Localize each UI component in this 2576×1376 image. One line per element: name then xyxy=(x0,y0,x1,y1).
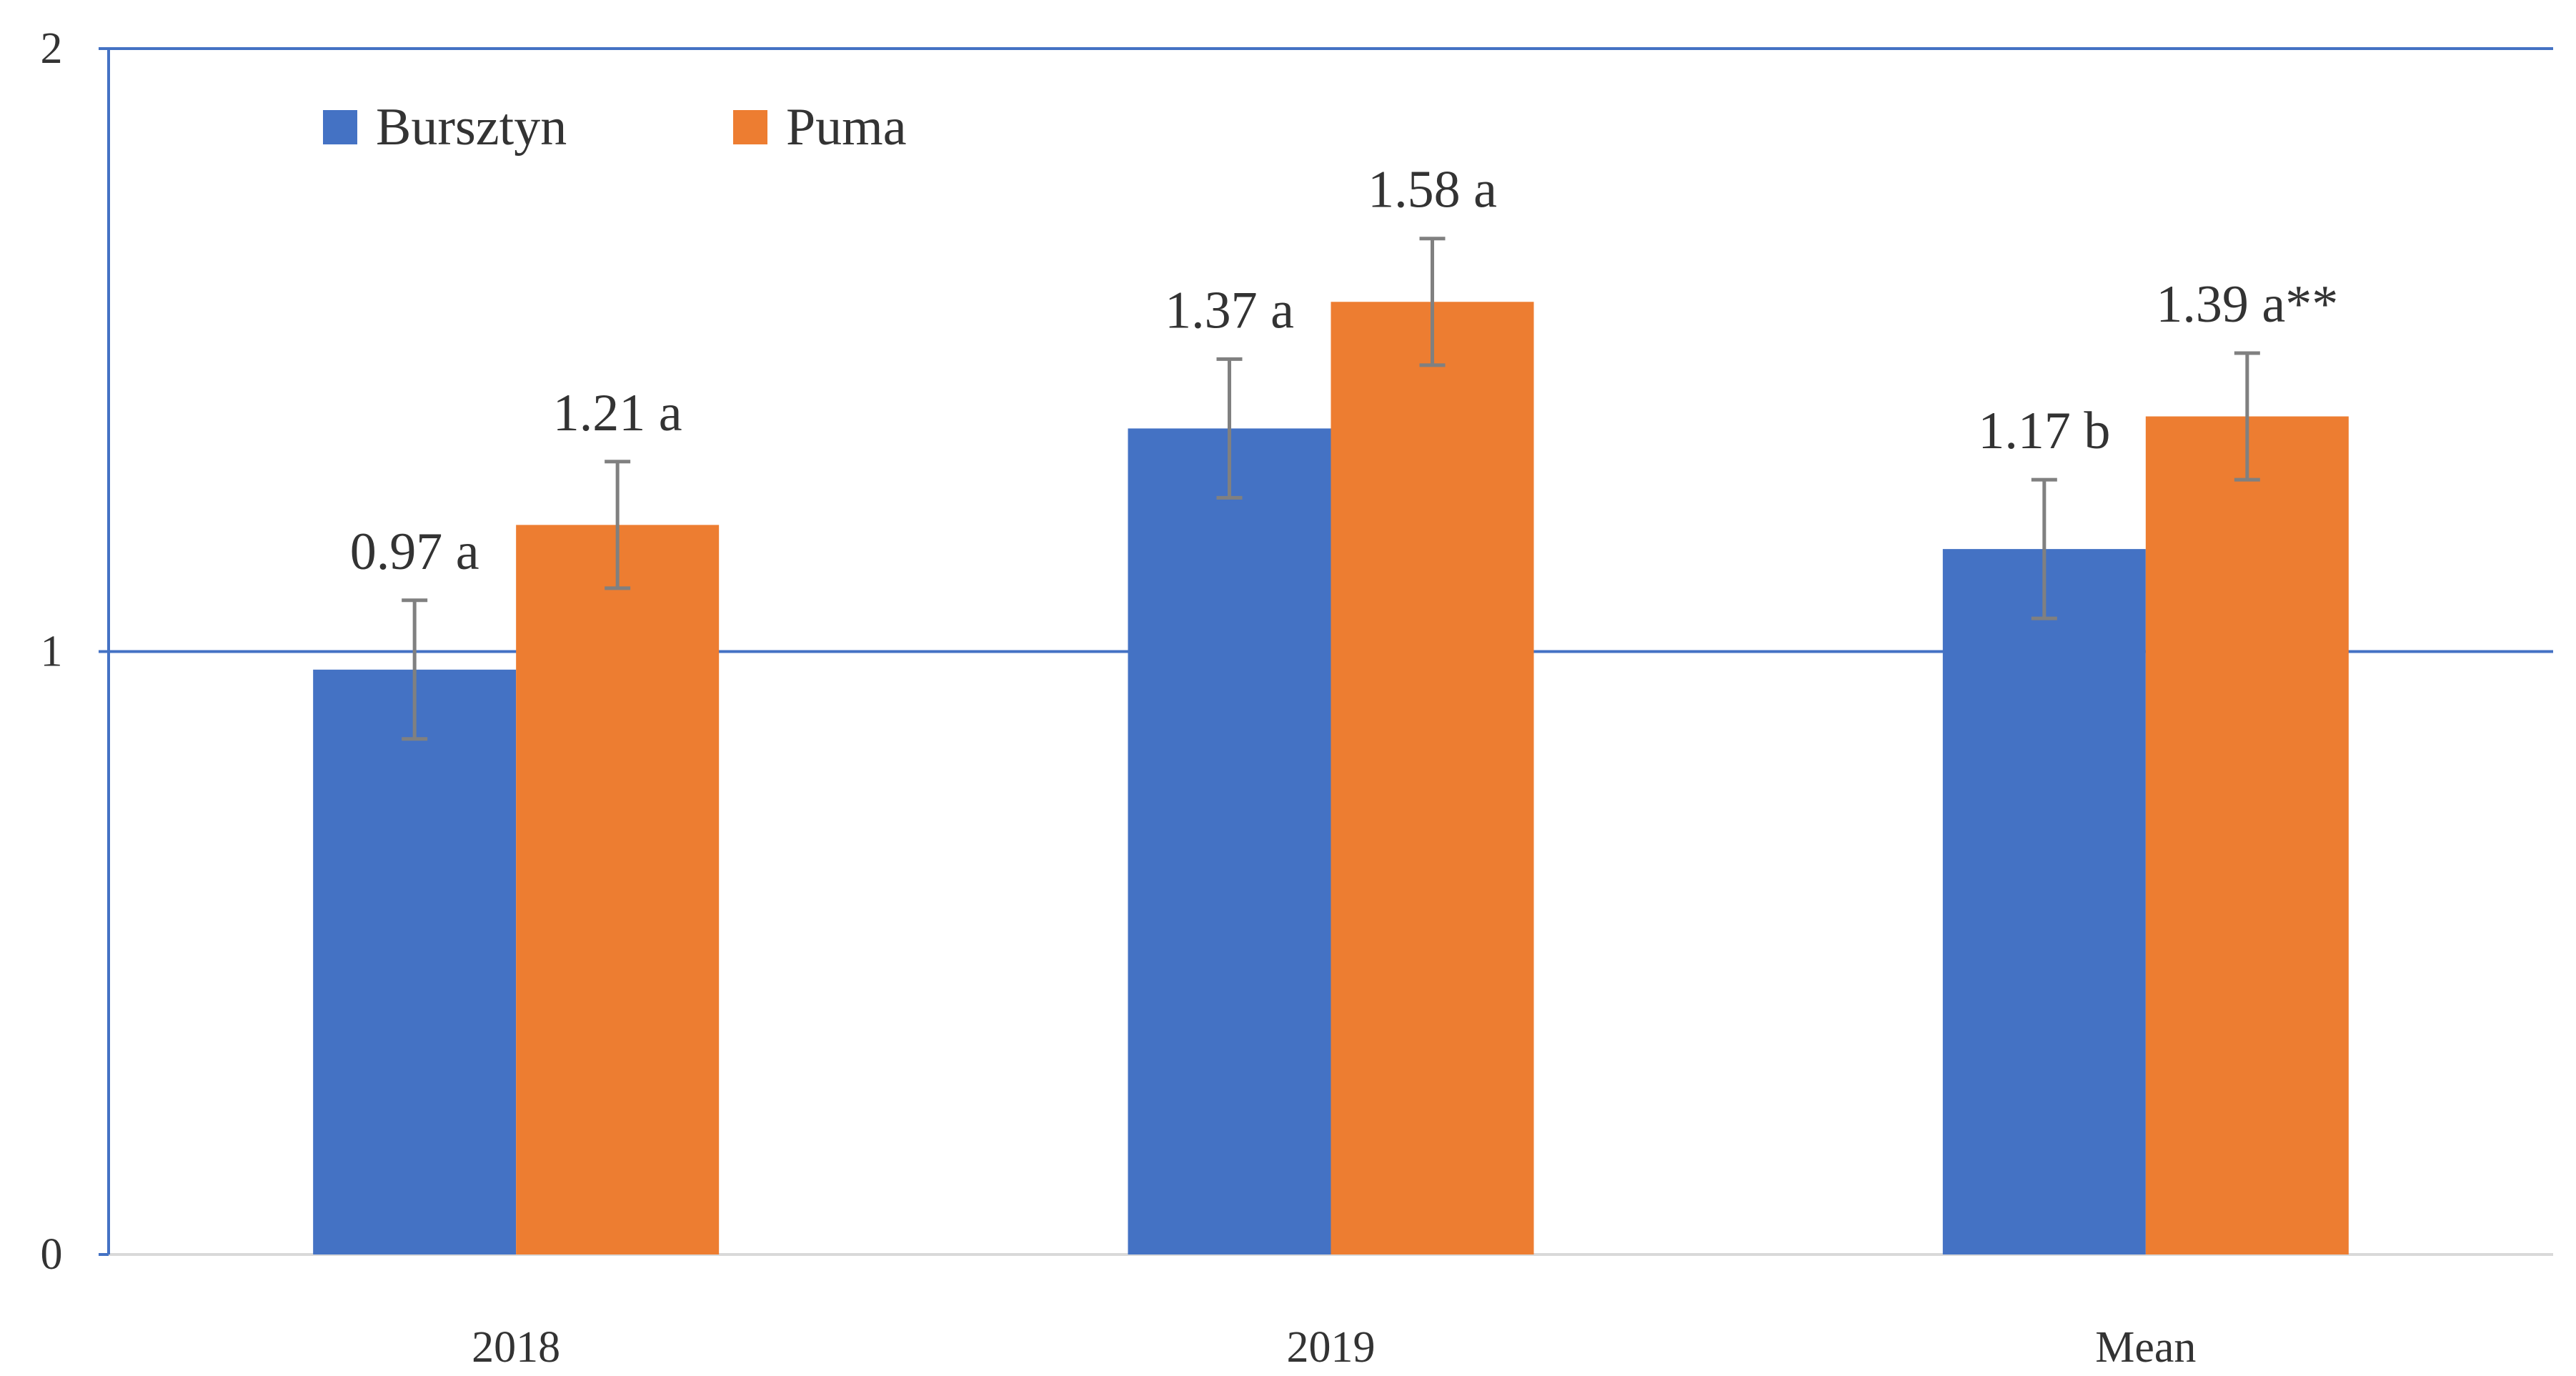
error-bar-puma-2018 xyxy=(605,460,631,590)
data-label-bursztyn-2018: 0.97 a xyxy=(350,523,479,581)
bar-bursztyn-mean xyxy=(1942,549,2146,1254)
error-bar-bursztyn-mean xyxy=(2031,477,2057,620)
x-tick-label-0: 2018 xyxy=(472,1323,560,1372)
error-bar-bursztyn-2019 xyxy=(1216,357,1243,500)
data-label-bursztyn-2019: 1.37 a xyxy=(1165,281,1294,340)
y-tick-label-1: 1 xyxy=(41,628,63,676)
legend-swatch-puma xyxy=(733,110,767,144)
y-tick-label-0: 0 xyxy=(41,1230,63,1279)
legend-swatch-bursztyn xyxy=(323,110,357,144)
bar-puma-2019 xyxy=(1331,302,1534,1254)
bar-puma-mean xyxy=(2145,416,2349,1255)
error-bar-puma-mean xyxy=(2234,351,2260,482)
error-bars xyxy=(402,237,2260,741)
data-label-puma-2018: 1.21 a xyxy=(553,384,682,442)
legend-label-bursztyn: Bursztyn xyxy=(376,98,567,157)
error-bar-bursztyn-2018 xyxy=(402,598,428,741)
data-labels: 0.97 a 1.21 a 1.37 a 1.58 a 1.17 b 1.39 a** xyxy=(350,161,2339,581)
y-tick-label-2: 2 xyxy=(41,24,63,73)
legend-item-puma: Puma xyxy=(733,98,907,157)
x-tick-label-2: Mean xyxy=(2095,1323,2196,1372)
bars xyxy=(313,302,2349,1255)
data-label-bursztyn-mean: 1.17 b xyxy=(1978,402,2110,460)
bar-puma-2018 xyxy=(516,525,720,1254)
error-bar-puma-2019 xyxy=(1419,237,1446,367)
legend-label-puma: Puma xyxy=(786,98,907,157)
data-label-puma-mean: 1.39 a** xyxy=(2156,275,2338,334)
legend: Bursztyn Puma xyxy=(323,98,907,157)
bar-bursztyn-2018 xyxy=(313,669,517,1254)
bar-bursztyn-2019 xyxy=(1128,428,1331,1254)
x-tick-label-1: 2019 xyxy=(1287,1323,1376,1372)
data-label-puma-2019: 1.58 a xyxy=(1368,161,1497,219)
legend-item-bursztyn: Bursztyn xyxy=(323,98,567,157)
